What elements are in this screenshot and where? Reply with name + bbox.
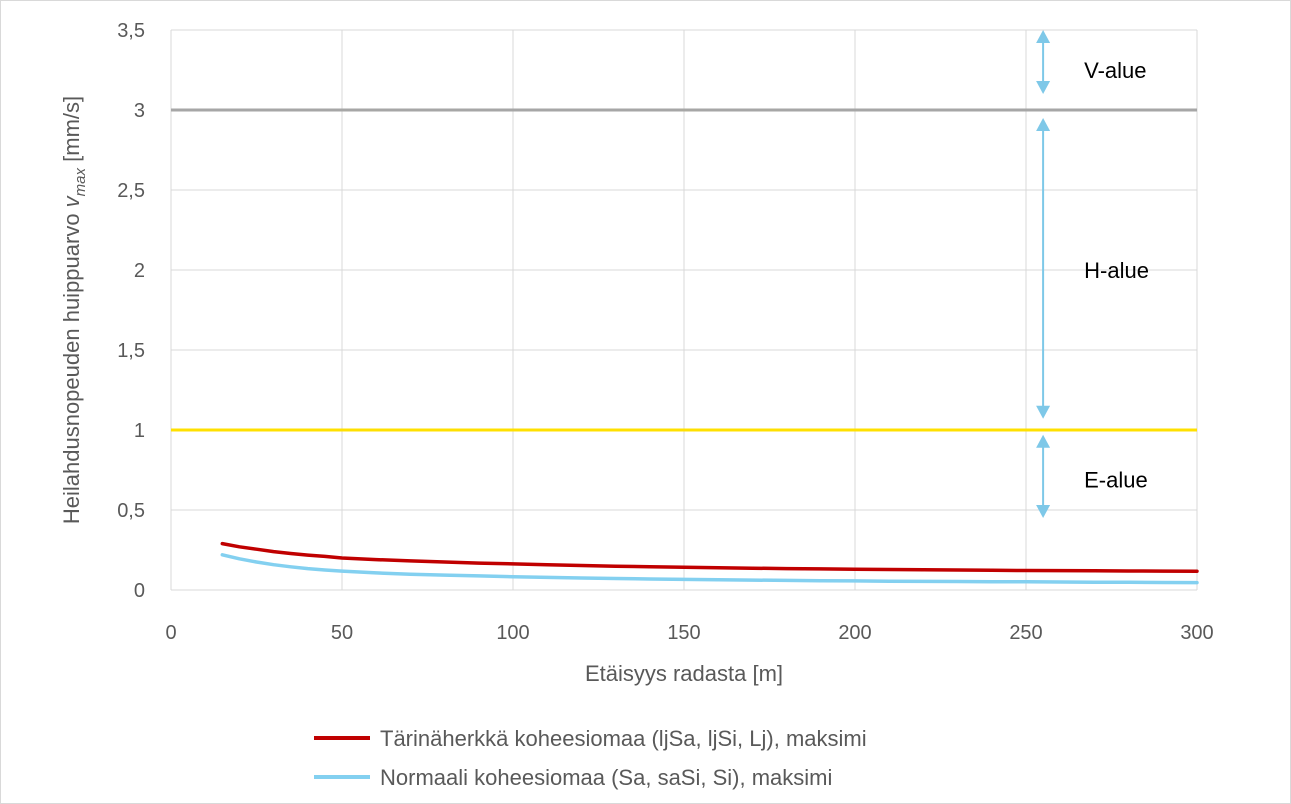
y-axis-title-var: v <box>59 194 84 207</box>
zone-arrow-head-up <box>1036 434 1051 448</box>
x-tick-label: 200 <box>838 622 871 644</box>
zone-arrow-head-up <box>1036 118 1051 131</box>
y-tick-label: 3,5 <box>117 20 145 42</box>
zone-arrow-head-down <box>1036 405 1051 419</box>
series-line-0 <box>220 541 1199 574</box>
y-tick-label: 3 <box>134 100 145 122</box>
x-axis-title: Etäisyys radasta [m] <box>585 661 783 686</box>
x-tick-label: 0 <box>165 622 176 644</box>
y-tick-label: 2,5 <box>117 180 145 202</box>
series-line-1 <box>220 553 1199 585</box>
legend-label-normaali: Normaali koheesiomaa (Sa, saSi, Si), mak… <box>380 765 832 790</box>
y-axis-title-prefix: Heilahdusnopeuden huippuarvo <box>59 207 84 524</box>
x-tick-label: 250 <box>1009 622 1042 644</box>
series-lines <box>220 541 1199 585</box>
y-axis-title: Heilahdusnopeuden huippuarvo vmax [mm/s] <box>59 96 89 524</box>
y-tick-label: 0 <box>134 580 145 602</box>
zone-label: E-alue <box>1084 468 1148 493</box>
x-tick-label: 300 <box>1180 622 1213 644</box>
zone-labels: V-alue H-alue E-alue <box>1084 58 1149 493</box>
tick-labels: 0 0,5 1 1,5 2 2,5 3 3,5 0 50 100 150 200 250 300 <box>117 20 1214 644</box>
y-tick-label: 0,5 <box>117 500 145 522</box>
zone-arrows <box>1036 30 1051 518</box>
reference-lines <box>171 108 1197 432</box>
legend-label-tarinaherkka: Tärinäherkkä koheesiomaa (ljSa, ljSi, Lj… <box>380 726 867 751</box>
zone-arrow-head-up <box>1036 30 1051 43</box>
x-tick-label: 50 <box>331 622 353 644</box>
x-tick-label: 100 <box>496 622 529 644</box>
legend: Tärinäherkkä koheesiomaa (ljSa, ljSi, Lj… <box>314 726 867 790</box>
x-tick-label: 150 <box>667 622 700 644</box>
zone-label: V-alue <box>1084 58 1146 83</box>
y-tick-label: 1,5 <box>117 340 145 362</box>
zone-arrow-head-down <box>1036 505 1051 518</box>
zone-arrow-head-down <box>1036 81 1051 94</box>
y-axis-title-suffix: [mm/s] <box>59 96 84 168</box>
y-axis-title-sub: max <box>72 167 89 196</box>
y-tick-label: 2 <box>134 260 145 282</box>
y-tick-label: 1 <box>134 420 145 442</box>
zone-label: H-alue <box>1084 258 1149 283</box>
